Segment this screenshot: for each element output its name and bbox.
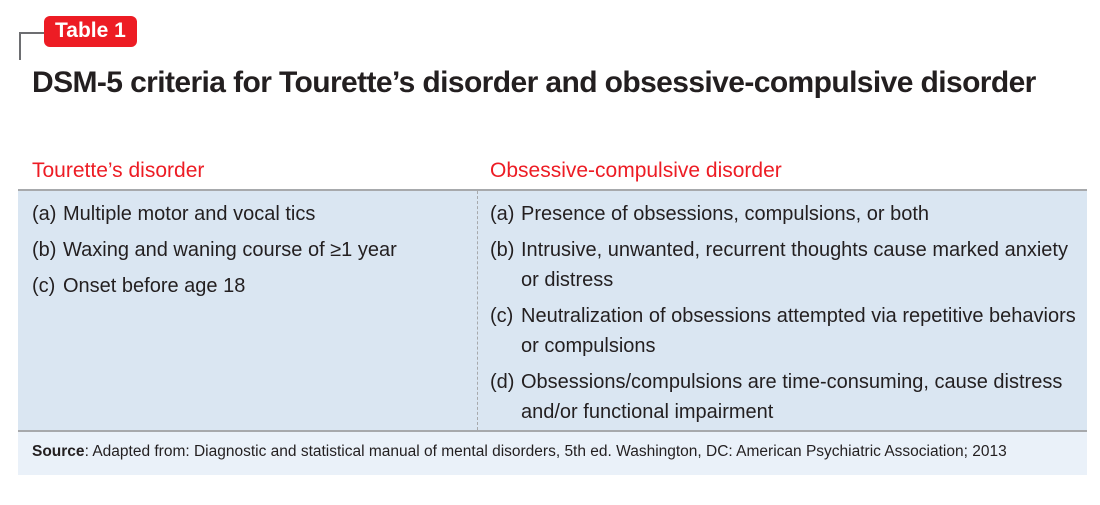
item-label: (d) [490, 371, 515, 393]
item-text: Waxing and waning course of ≥1 year [63, 239, 397, 261]
item-text: Intrusive, unwanted, recurrent thoughts … [521, 239, 1068, 291]
list-item: (b) Waxing and waning course of ≥1 year [32, 235, 477, 265]
list-item: (d) Obsessions/compulsions are time-consu… [490, 367, 1087, 427]
list-item: (c) Neutralization of obsessions attempte… [490, 301, 1087, 361]
item-label: (c) [490, 305, 514, 327]
source-text: : Adapted from: Diagnostic and statistic… [84, 443, 1007, 460]
list-item: (a) Presence of obsessions, compulsions, … [490, 199, 1087, 229]
item-label: (c) [32, 275, 56, 297]
list-item: (a) Multiple motor and vocal tics [32, 199, 477, 229]
item-text: Obsessions/compulsions are time-consumin… [521, 371, 1063, 423]
item-text: Onset before age 18 [63, 275, 246, 297]
table-header: Tourette’s disorder Obsessive-compulsive… [18, 155, 1087, 191]
ocd-criteria: (a) Presence of obsessions, compulsions, … [478, 191, 1087, 430]
item-label: (b) [32, 239, 57, 261]
criteria-table: Tourette’s disorder Obsessive-compulsive… [18, 155, 1087, 475]
tourette-criteria: (a) Multiple motor and vocal tics (b) Waxi… [18, 191, 478, 430]
table-body: (a) Multiple motor and vocal tics (b) Waxi… [18, 191, 1087, 432]
list-item: (c) Onset before age 18 [32, 271, 477, 301]
item-text: Multiple motor and vocal tics [63, 203, 316, 225]
column-header-ocd: Obsessive-compulsive disorder [490, 159, 782, 182]
item-label: (a) [490, 203, 515, 225]
item-label: (b) [490, 239, 515, 261]
title-bracket [19, 32, 46, 60]
page-title: DSM-5 criteria for Tourette’s disorder a… [32, 66, 1036, 99]
column-header-tourette: Tourette’s disorder [32, 159, 205, 182]
table-badge: Table 1 [44, 16, 137, 47]
source-label: Source [32, 443, 85, 460]
list-item: (b) Intrusive, unwanted, recurrent though… [490, 235, 1087, 295]
item-text: Neutralization of obsessions attempted v… [521, 305, 1076, 357]
item-label: (a) [32, 203, 57, 225]
item-text: Presence of obsessions, compulsions, or … [521, 203, 929, 225]
source-note: Source: Adapted from: Diagnostic and sta… [18, 432, 1087, 475]
